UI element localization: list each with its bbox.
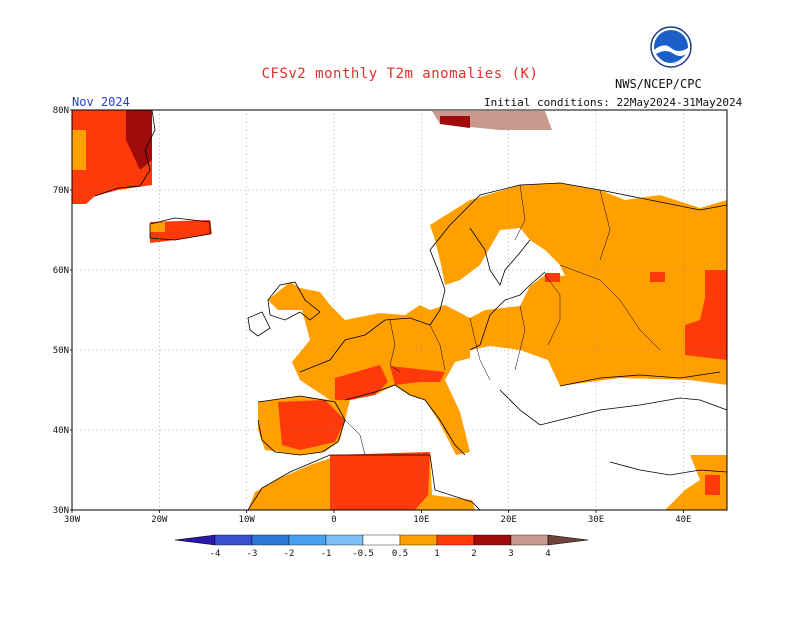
colorbar-tick-label: -1 [321, 549, 332, 559]
anomaly-region-russia-red-2 [650, 272, 665, 282]
lat-tick-label: 50N [53, 346, 69, 356]
colorbar-low-arrow [174, 534, 216, 546]
lon-tick-label: 20E [501, 515, 517, 525]
colorbar-tick-label: -0.5 [352, 549, 374, 559]
anomaly-region-southeast [665, 455, 727, 510]
lon-tick-label: 10W [239, 515, 256, 525]
forecast-month: Nov 2024 [72, 95, 130, 109]
colorbar-tick-label: -4 [210, 549, 221, 559]
anomaly-region-southeast-red [705, 475, 720, 495]
graticule [72, 110, 727, 510]
colorbar-swatch [510, 534, 549, 546]
lat-tick-label: 30N [53, 506, 69, 516]
anomaly-region-svalbard-dark [440, 116, 470, 128]
anomaly-region-iceland [150, 220, 212, 243]
colorbar-tick-label: 4 [545, 549, 550, 559]
colorbar-labels: -4 -3 -2 -1 -0.5 0.5 1 2 3 4 [210, 549, 551, 559]
colorbar-swatch [473, 534, 512, 546]
lon-tick-label: 30W [64, 515, 81, 525]
initial-conditions: Initial conditions: 22May2024-31May2024 [484, 96, 743, 109]
colorbar-swatch [436, 534, 475, 546]
colorbar-tick-label: -3 [247, 549, 258, 559]
anomaly-field [72, 110, 727, 510]
colorbar-swatch [399, 534, 438, 546]
anomaly-region-iberia-red [278, 400, 345, 450]
colorbar-swatch [251, 534, 290, 546]
anomaly-region-russia-red [685, 270, 727, 360]
latitude-labels: 80N 70N 60N 50N 40N 30N [53, 106, 72, 516]
anomaly-region-iceland-orange [150, 222, 165, 232]
colorbar-swatch [214, 534, 253, 546]
map-frame [71, 109, 728, 511]
anomaly-region-greenland-orange [72, 130, 86, 170]
anomaly-region-alps-red [390, 366, 445, 385]
colorbar-tick-label: 0.5 [392, 549, 408, 559]
agency-label: NWS/NCEP/CPC [615, 77, 702, 91]
lon-tick-label: 10E [413, 515, 429, 525]
anomaly-region-north-africa-red [330, 452, 430, 510]
colorbar-swatch [288, 534, 327, 546]
lat-tick-label: 60N [53, 266, 69, 276]
colorbar-high-arrow [547, 534, 589, 546]
country-borders [344, 184, 661, 456]
lat-tick-label: 40N [53, 426, 69, 436]
colorbar-tick-label: 1 [434, 549, 439, 559]
longitude-labels: 30W 20W 10W 0 10E 20E 30E 40E [64, 510, 691, 525]
anomaly-region-greenland-dark [126, 110, 152, 170]
colorbar-tick-label: -2 [284, 549, 295, 559]
map-title: CFSv2 monthly T2m anomalies (K) [261, 66, 539, 82]
lon-tick-label: 20W [151, 515, 168, 525]
lat-tick-label: 70N [53, 186, 69, 196]
colorbar-swatch [325, 534, 364, 546]
lon-tick-label: 0 [331, 515, 336, 525]
lon-tick-label: 30E [588, 515, 604, 525]
lon-tick-label: 40E [675, 515, 691, 525]
anomaly-region-france-red [335, 365, 388, 400]
noaa-logo [650, 26, 692, 68]
colorbar-tick-label: 3 [508, 549, 513, 559]
colorbar-tick-label: 2 [471, 549, 476, 559]
colorbar-swatch [362, 534, 401, 546]
lat-tick-label: 80N [53, 106, 69, 116]
colorbar [174, 534, 589, 546]
anomaly-region-baltic-red [545, 273, 560, 282]
